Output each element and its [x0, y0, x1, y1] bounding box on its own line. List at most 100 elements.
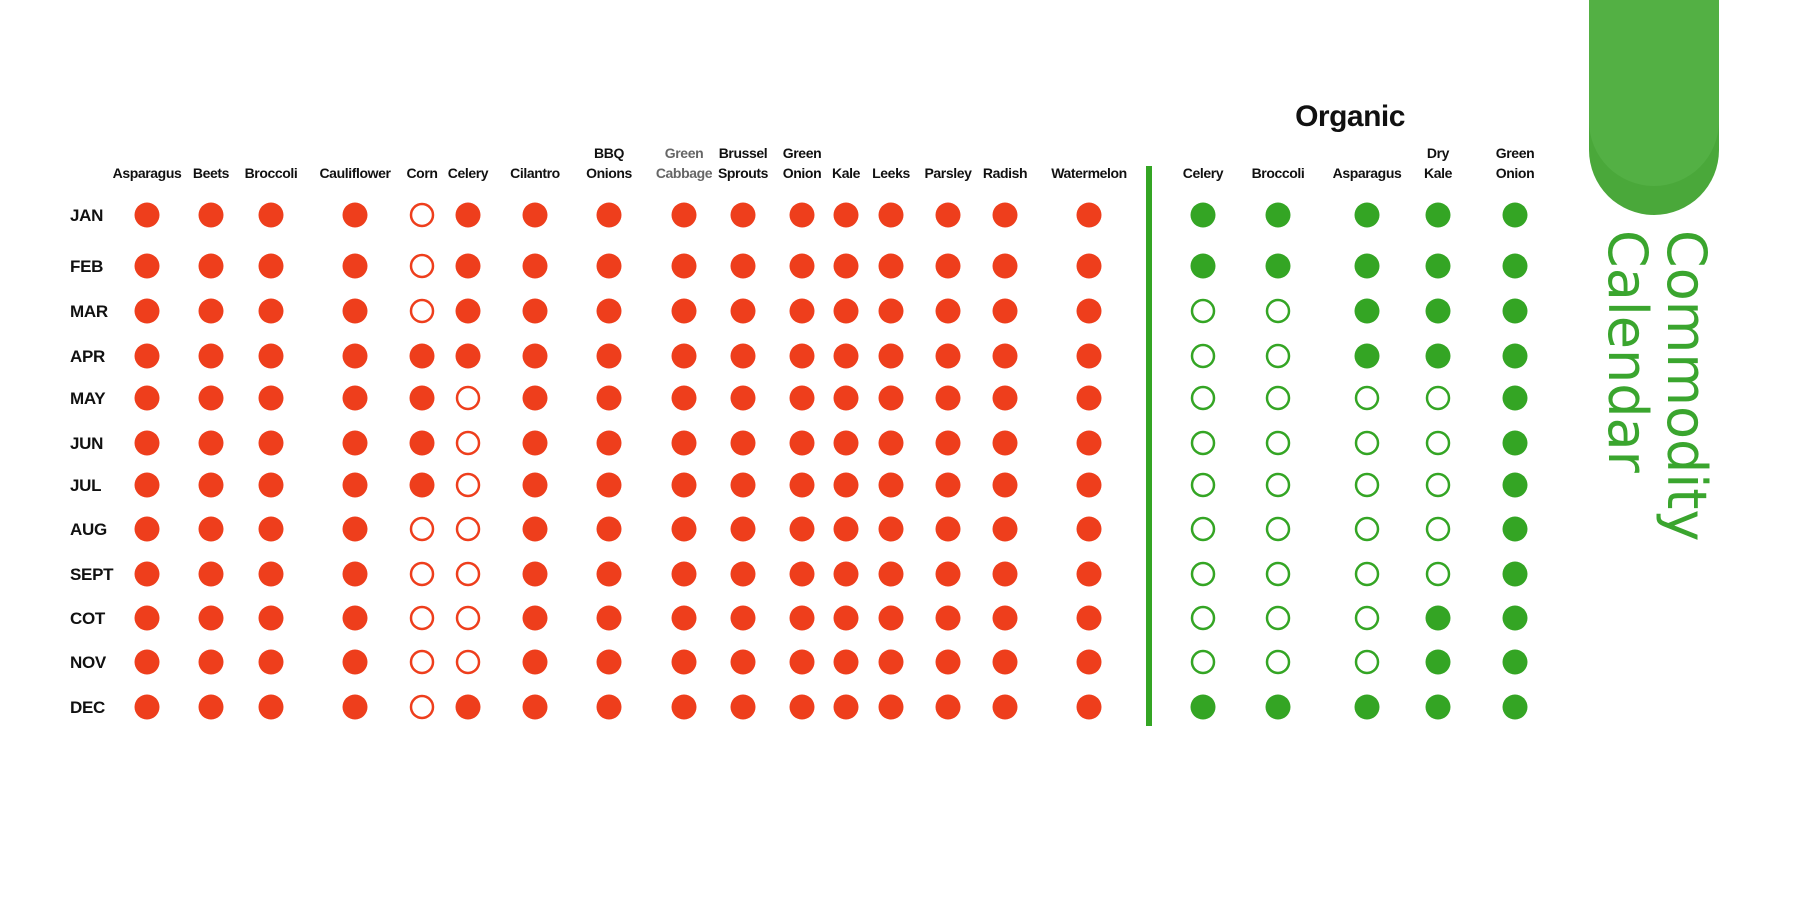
- conventional-column-header-celery: Celery: [448, 165, 489, 181]
- organic-column-header-dry-kale-line2: Kale: [1424, 165, 1453, 181]
- month-label-mar: MAR: [70, 302, 108, 321]
- conventional-dot-cilantro-apr: [522, 343, 548, 369]
- organic-dot-broccoli-feb: [1265, 253, 1291, 279]
- conventional-dot-asparagus-jun: [134, 430, 160, 456]
- organic-dot-dry-kale-sept: [1425, 561, 1451, 587]
- conventional-column-header-parsley: Parsley: [924, 165, 972, 181]
- conventional-dot-leeks-aug: [878, 516, 904, 542]
- conventional-dot-leeks-apr: [878, 343, 904, 369]
- organic-dot-broccoli-jan: [1265, 202, 1291, 228]
- conventional-dot-corn-jul: [409, 472, 435, 498]
- conventional-dot-brussel-sprouts-apr: [730, 343, 756, 369]
- conventional-dot-leeks-dec: [878, 694, 904, 720]
- conventional-dot-radish-nov: [992, 649, 1018, 675]
- organic-section-title: Organic: [1295, 100, 1405, 133]
- conventional-dot-brussel-sprouts-feb: [730, 253, 756, 279]
- conventional-dot-celery-sept: [455, 561, 481, 587]
- conventional-dot-broccoli-mar: [258, 298, 284, 324]
- conventional-column-header-leeks: Leeks: [872, 165, 910, 181]
- organic-column-header-dry-kale-line1: Dry: [1427, 145, 1450, 161]
- organic-dot-celery-feb: [1190, 253, 1216, 279]
- conventional-dot-corn-nov: [409, 649, 435, 675]
- organic-dot-celery-jun: [1190, 430, 1216, 456]
- conventional-dot-green-onion-mar: [789, 298, 815, 324]
- organic-dot-broccoli-mar: [1265, 298, 1291, 324]
- conventional-dot-brussel-sprouts-may: [730, 385, 756, 411]
- conventional-dot-asparagus-mar: [134, 298, 160, 324]
- conventional-dot-asparagus-feb: [134, 253, 160, 279]
- organic-dot-asparagus-cot: [1354, 605, 1380, 631]
- conventional-dot-leeks-nov: [878, 649, 904, 675]
- conventional-dot-beets-sept: [198, 561, 224, 587]
- conventional-dot-kale-may: [833, 385, 859, 411]
- conventional-dot-leeks-cot: [878, 605, 904, 631]
- conventional-dot-green-onion-feb: [789, 253, 815, 279]
- conventional-dot-leeks-jan: [878, 202, 904, 228]
- conventional-dot-green-cabbage-jul: [671, 472, 697, 498]
- month-label-aug: AUG: [70, 520, 107, 539]
- conventional-dot-celery-cot: [455, 605, 481, 631]
- conventional-dot-green-cabbage-jan: [671, 202, 697, 228]
- conventional-dot-brussel-sprouts-jul: [730, 472, 756, 498]
- conventional-dot-watermelon-sept: [1076, 561, 1102, 587]
- conventional-dot-celery-aug: [455, 516, 481, 542]
- organic-dot-dry-kale-jan: [1425, 202, 1451, 228]
- organic-dot-broccoli-jul: [1265, 472, 1291, 498]
- conventional-dot-kale-dec: [833, 694, 859, 720]
- conventional-dot-brussel-sprouts-cot: [730, 605, 756, 631]
- conventional-dot-watermelon-mar: [1076, 298, 1102, 324]
- conventional-dot-watermelon-jul: [1076, 472, 1102, 498]
- conventional-dot-broccoli-may: [258, 385, 284, 411]
- conventional-dot-celery-mar: [455, 298, 481, 324]
- organic-dot-celery-mar: [1190, 298, 1216, 324]
- conventional-dot-brussel-sprouts-aug: [730, 516, 756, 542]
- conventional-dot-green-cabbage-mar: [671, 298, 697, 324]
- conventional-dot-asparagus-jan: [134, 202, 160, 228]
- conventional-dot-cilantro-dec: [522, 694, 548, 720]
- conventional-dot-leeks-jun: [878, 430, 904, 456]
- conventional-dot-brussel-sprouts-jan: [730, 202, 756, 228]
- conventional-dot-green-cabbage-dec: [671, 694, 697, 720]
- conventional-dot-asparagus-cot: [134, 605, 160, 631]
- conventional-dot-radish-cot: [992, 605, 1018, 631]
- conventional-column-header-asparagus: Asparagus: [113, 165, 182, 181]
- organic-dot-celery-nov: [1190, 649, 1216, 675]
- conventional-dot-kale-feb: [833, 253, 859, 279]
- conventional-dot-leeks-jul: [878, 472, 904, 498]
- month-label-nov: NOV: [70, 653, 107, 672]
- conventional-dot-cilantro-aug: [522, 516, 548, 542]
- organic-dot-green-onion-mar: [1502, 298, 1528, 324]
- conventional-dot-parsley-mar: [935, 298, 961, 324]
- conventional-dot-green-onion-may: [789, 385, 815, 411]
- conventional-dot-broccoli-jun: [258, 430, 284, 456]
- conventional-column-header-brussel-sprouts-line2: Sprouts: [718, 165, 769, 181]
- conventional-dot-bbq-onions-mar: [596, 298, 622, 324]
- conventional-dot-bbq-onions-sept: [596, 561, 622, 587]
- organic-dot-asparagus-jun: [1354, 430, 1380, 456]
- organic-dot-dry-kale-jun: [1425, 430, 1451, 456]
- organic-column-header-green-onion-line1: Green: [1496, 145, 1534, 161]
- conventional-dot-corn-dec: [409, 694, 435, 720]
- organic-dot-broccoli-jun: [1265, 430, 1291, 456]
- conventional-dot-radish-jan: [992, 202, 1018, 228]
- conventional-dot-corn-aug: [409, 516, 435, 542]
- conventional-dot-bbq-onions-cot: [596, 605, 622, 631]
- conventional-dot-green-onion-jul: [789, 472, 815, 498]
- conventional-dot-cilantro-jan: [522, 202, 548, 228]
- conventional-dot-celery-jan: [455, 202, 481, 228]
- conventional-dot-beets-aug: [198, 516, 224, 542]
- availability-dots: [134, 202, 1528, 720]
- conventional-dot-cauliflower-mar: [342, 298, 368, 324]
- conventional-dot-green-onion-apr: [789, 343, 815, 369]
- conventional-column-header-cauliflower: Cauliflower: [319, 165, 391, 181]
- conventional-dot-broccoli-dec: [258, 694, 284, 720]
- column-headers: Asparagus Beets Broccoli Cauliflower Corn Cel…: [113, 145, 1535, 181]
- conventional-dot-green-cabbage-cot: [671, 605, 697, 631]
- organic-dot-dry-kale-may: [1425, 385, 1451, 411]
- organic-dot-green-onion-sept: [1502, 561, 1528, 587]
- organic-dot-dry-kale-jul: [1425, 472, 1451, 498]
- conventional-dot-broccoli-jan: [258, 202, 284, 228]
- conventional-dot-corn-feb: [409, 253, 435, 279]
- conventional-dot-celery-may: [455, 385, 481, 411]
- conventional-dot-green-onion-dec: [789, 694, 815, 720]
